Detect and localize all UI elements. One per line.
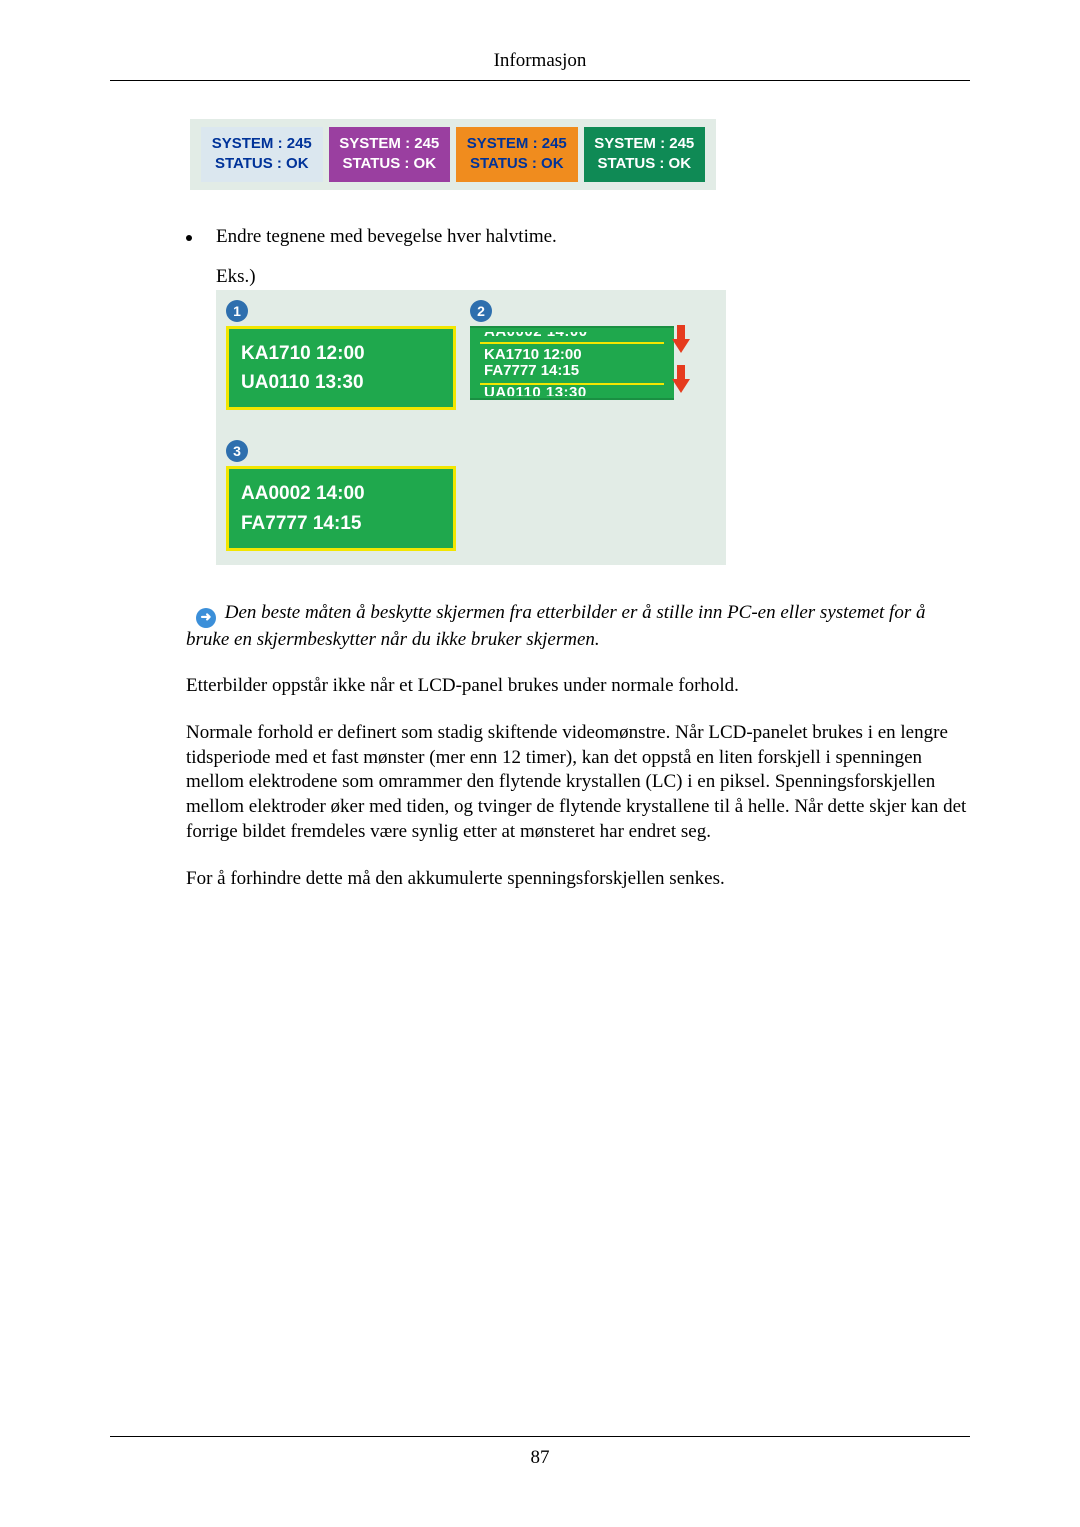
down-arrow-icon <box>672 339 690 353</box>
example-label: Eks.) <box>216 266 970 288</box>
page-number: 87 <box>531 1447 550 1468</box>
scroll-cut-top: AA0002 14:00 <box>480 332 664 344</box>
box3-line2: FA7777 14:15 <box>241 509 441 538</box>
note-block: ➜ Den beste måten å beskytte skjermen fr… <box>186 601 970 652</box>
diagram-cell-2: 2 AA0002 14:00 KA1710 12:00 FA7777 14:15… <box>470 300 674 400</box>
bullet-text: Endre tegnene med bevegelse hver halvtim… <box>216 226 557 248</box>
scroll-box: AA0002 14:00 KA1710 12:00 FA7777 14:15 U… <box>470 326 674 400</box>
diagram-cell-1: 1 KA1710 12:00 UA0110 13:30 <box>226 300 456 411</box>
status-ok-label: STATUS : OK <box>587 154 703 174</box>
badge-1: 1 <box>226 300 248 322</box>
box1-line2: UA0110 13:30 <box>241 368 441 397</box>
box1-line1: KA1710 12:00 <box>241 339 441 368</box>
bullet-icon <box>186 235 192 241</box>
bullet-item: Endre tegnene med bevegelse hver halvtim… <box>186 226 970 248</box>
down-arrow-icon <box>672 379 690 393</box>
status-block-1: SYSTEM : 245 STATUS : OK <box>201 127 323 182</box>
status-system-label: SYSTEM : 245 <box>332 134 448 154</box>
paragraph-2: Normale forhold er definert som stadig s… <box>186 721 970 844</box>
badge-2: 2 <box>470 300 492 322</box>
status-system-label: SYSTEM : 245 <box>204 134 320 154</box>
status-ok-label: STATUS : OK <box>204 154 320 174</box>
note-text: Den beste måten å beskytte skjermen fra … <box>186 602 925 649</box>
status-ok-label: STATUS : OK <box>332 154 448 174</box>
status-block-4: SYSTEM : 245 STATUS : OK <box>584 127 706 182</box>
diagram-cell-3: 3 AA0002 14:00 FA7777 14:15 <box>226 440 456 551</box>
status-block-3: SYSTEM : 245 STATUS : OK <box>456 127 578 182</box>
green-box-3: AA0002 14:00 FA7777 14:15 <box>226 466 456 551</box>
arrow-column <box>672 326 690 406</box>
status-ok-label: STATUS : OK <box>459 154 575 174</box>
green-box-1: KA1710 12:00 UA0110 13:30 <box>226 326 456 411</box>
status-block-2: SYSTEM : 245 STATUS : OK <box>329 127 451 182</box>
box3-line1: AA0002 14:00 <box>241 479 441 508</box>
page-footer: 87 <box>110 1436 970 1469</box>
status-system-label: SYSTEM : 245 <box>587 134 703 154</box>
system-status-strip: SYSTEM : 245 STATUS : OK SYSTEM : 245 ST… <box>190 119 716 190</box>
badge-3: 3 <box>226 440 248 462</box>
scroll-mid1: KA1710 12:00 <box>478 347 666 364</box>
page-content: SYSTEM : 245 STATUS : OK SYSTEM : 245 ST… <box>110 81 970 891</box>
scroll-mid2: FA7777 14:15 <box>478 363 666 380</box>
status-system-label: SYSTEM : 245 <box>459 134 575 154</box>
scroll-cut-bottom: UA0110 13:30 <box>480 383 664 396</box>
paragraph-1: Etterbilder oppstår ikke når et LCD-pane… <box>186 674 970 699</box>
page-header: Informasjon <box>110 50 970 81</box>
example-diagram: 1 KA1710 12:00 UA0110 13:30 2 AA0002 14:… <box>216 290 726 566</box>
header-title: Informasjon <box>494 50 587 71</box>
paragraph-3: For å forhindre dette må den akkumulerte… <box>186 867 970 892</box>
note-arrow-icon: ➜ <box>196 608 216 628</box>
